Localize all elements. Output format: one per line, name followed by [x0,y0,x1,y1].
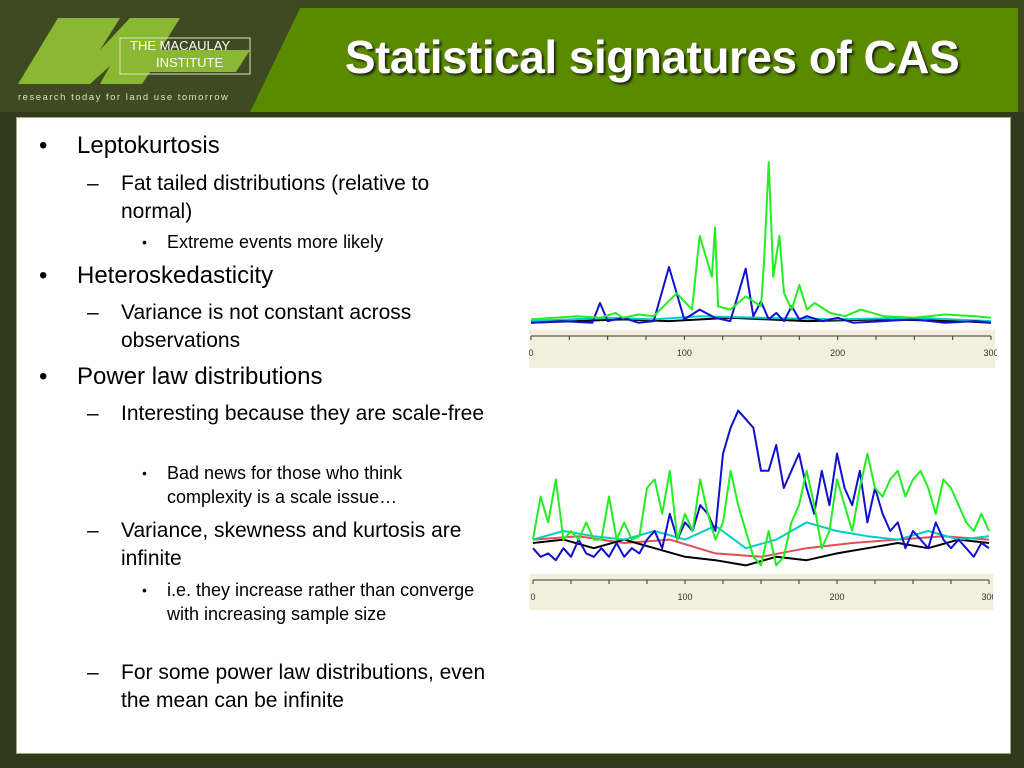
x-tick-label: 100 [677,592,692,602]
logo-line1: THE MACAULAY [130,38,230,53]
series-line [530,266,992,324]
slide-title: Statistical signatures of CAS [344,31,960,83]
x-tick-label: 100 [677,348,692,358]
slide-content: • Leptokurtosis – Fat tailed distributions… [16,117,1011,754]
series-line [530,161,992,321]
series-line [532,409,990,562]
x-tick-label: 200 [829,592,844,602]
slide-header: Statistical signatures of CAS THE MACAUL… [0,0,1024,112]
logo-tagline: research today for land use tomorrow [18,92,229,103]
time-series-chart-bottom: 0 100 200 300 [529,409,993,610]
x-tick-label: 300 [981,592,993,602]
x-tick-label: 200 [830,348,845,358]
x-tick-label: 0 [529,348,534,358]
time-series-chart-top: 0 100 200 300 [529,161,997,368]
series-line [532,521,990,550]
series-line [532,535,990,558]
series-line [532,452,990,567]
axis-strip [529,574,993,610]
x-tick-label: 300 [983,348,997,358]
logo-line2: INSTITUTE [156,55,223,70]
macaulay-logo: THE MACAULAY INSTITUTE research today fo… [18,18,251,103]
x-tick-label: 0 [530,592,535,602]
